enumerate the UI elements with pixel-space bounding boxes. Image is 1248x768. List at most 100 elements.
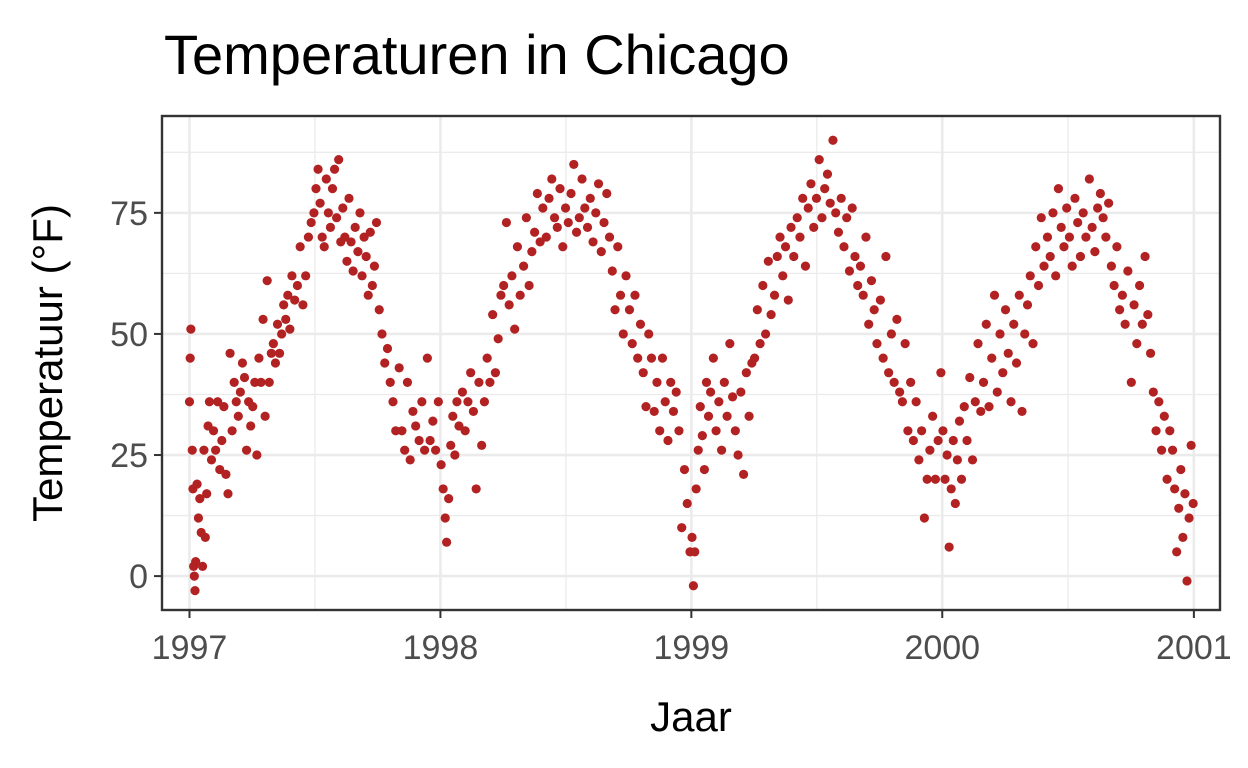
data-point bbox=[327, 184, 338, 194]
data-point bbox=[644, 329, 654, 339]
data-point bbox=[758, 280, 768, 291]
data-point bbox=[1053, 184, 1064, 194]
data-point bbox=[422, 353, 432, 363]
data-point bbox=[1031, 242, 1041, 252]
data-point bbox=[507, 271, 517, 281]
data-point bbox=[1129, 300, 1139, 310]
data-point bbox=[279, 300, 289, 310]
data-point bbox=[730, 426, 740, 436]
data-point bbox=[1081, 232, 1091, 242]
data-point bbox=[510, 324, 520, 334]
data-point bbox=[946, 484, 956, 494]
data-point bbox=[652, 377, 662, 387]
data-point bbox=[298, 300, 308, 310]
data-point bbox=[1134, 280, 1145, 291]
data-point bbox=[474, 377, 484, 387]
data-point bbox=[468, 406, 479, 417]
data-point bbox=[803, 203, 813, 213]
data-point bbox=[552, 222, 562, 232]
data-point bbox=[596, 247, 606, 257]
data-point bbox=[593, 179, 604, 189]
data-point bbox=[397, 426, 407, 436]
data-point bbox=[558, 242, 568, 252]
data-point bbox=[353, 247, 363, 257]
data-point bbox=[519, 261, 529, 271]
data-point bbox=[303, 232, 314, 242]
data-point bbox=[660, 397, 670, 407]
data-point bbox=[792, 213, 802, 223]
data-point bbox=[948, 435, 958, 446]
data-point bbox=[674, 426, 684, 436]
data-point bbox=[755, 339, 765, 349]
data-point bbox=[1087, 222, 1097, 232]
data-point bbox=[984, 401, 994, 412]
data-point bbox=[613, 242, 623, 252]
data-point bbox=[460, 426, 470, 436]
data-point bbox=[703, 411, 714, 421]
data-point bbox=[428, 416, 438, 426]
data-point bbox=[741, 368, 751, 378]
data-point bbox=[560, 203, 571, 213]
data-point bbox=[452, 397, 462, 407]
data-point bbox=[405, 455, 415, 465]
data-point bbox=[962, 435, 972, 446]
data-point bbox=[555, 184, 565, 194]
data-point bbox=[900, 339, 910, 349]
data-point bbox=[477, 440, 487, 450]
data-point bbox=[582, 222, 593, 232]
data-point bbox=[1011, 358, 1022, 368]
data-point bbox=[783, 295, 793, 305]
data-point bbox=[970, 397, 980, 407]
data-point bbox=[340, 232, 350, 242]
data-point bbox=[878, 353, 888, 363]
data-point bbox=[348, 266, 358, 276]
data-point bbox=[338, 203, 348, 213]
data-point bbox=[457, 387, 468, 397]
data-point bbox=[258, 314, 268, 325]
data-point bbox=[736, 387, 746, 397]
data-point bbox=[411, 421, 421, 431]
data-point bbox=[566, 188, 576, 199]
data-point bbox=[287, 271, 297, 281]
data-point bbox=[277, 329, 287, 339]
data-point bbox=[493, 334, 503, 344]
data-point bbox=[881, 251, 891, 262]
data-point bbox=[325, 222, 336, 232]
data-point bbox=[448, 411, 458, 421]
data-point bbox=[189, 571, 199, 581]
data-point bbox=[1025, 271, 1035, 281]
data-point bbox=[1028, 339, 1038, 349]
data-point bbox=[1174, 503, 1184, 513]
data-point bbox=[866, 276, 877, 286]
data-point bbox=[687, 532, 697, 542]
data-point bbox=[906, 377, 916, 387]
data-point bbox=[588, 237, 598, 247]
y-tick-label: 75 bbox=[110, 195, 148, 233]
data-point bbox=[695, 401, 705, 412]
data-point bbox=[1095, 188, 1105, 199]
data-point bbox=[938, 426, 948, 436]
data-point bbox=[193, 513, 204, 523]
data-point bbox=[646, 353, 657, 363]
data-point bbox=[855, 261, 866, 271]
data-point bbox=[549, 213, 560, 223]
data-point bbox=[571, 227, 582, 237]
data-point bbox=[1170, 484, 1180, 494]
data-point bbox=[591, 208, 601, 218]
data-point bbox=[911, 397, 921, 407]
y-tick-label: 0 bbox=[129, 558, 148, 596]
data-point bbox=[1148, 387, 1158, 397]
data-point bbox=[1039, 261, 1049, 271]
data-point bbox=[256, 377, 266, 387]
data-point bbox=[186, 324, 196, 334]
data-point bbox=[191, 556, 201, 567]
data-point bbox=[450, 450, 460, 460]
data-point bbox=[350, 222, 360, 232]
data-point bbox=[329, 164, 340, 174]
chart-title: Temperaturen in Chicago bbox=[164, 23, 790, 86]
data-point bbox=[967, 455, 978, 465]
data-point bbox=[973, 339, 983, 349]
data-point bbox=[1156, 445, 1167, 455]
data-point bbox=[268, 339, 278, 349]
data-point bbox=[956, 474, 967, 484]
